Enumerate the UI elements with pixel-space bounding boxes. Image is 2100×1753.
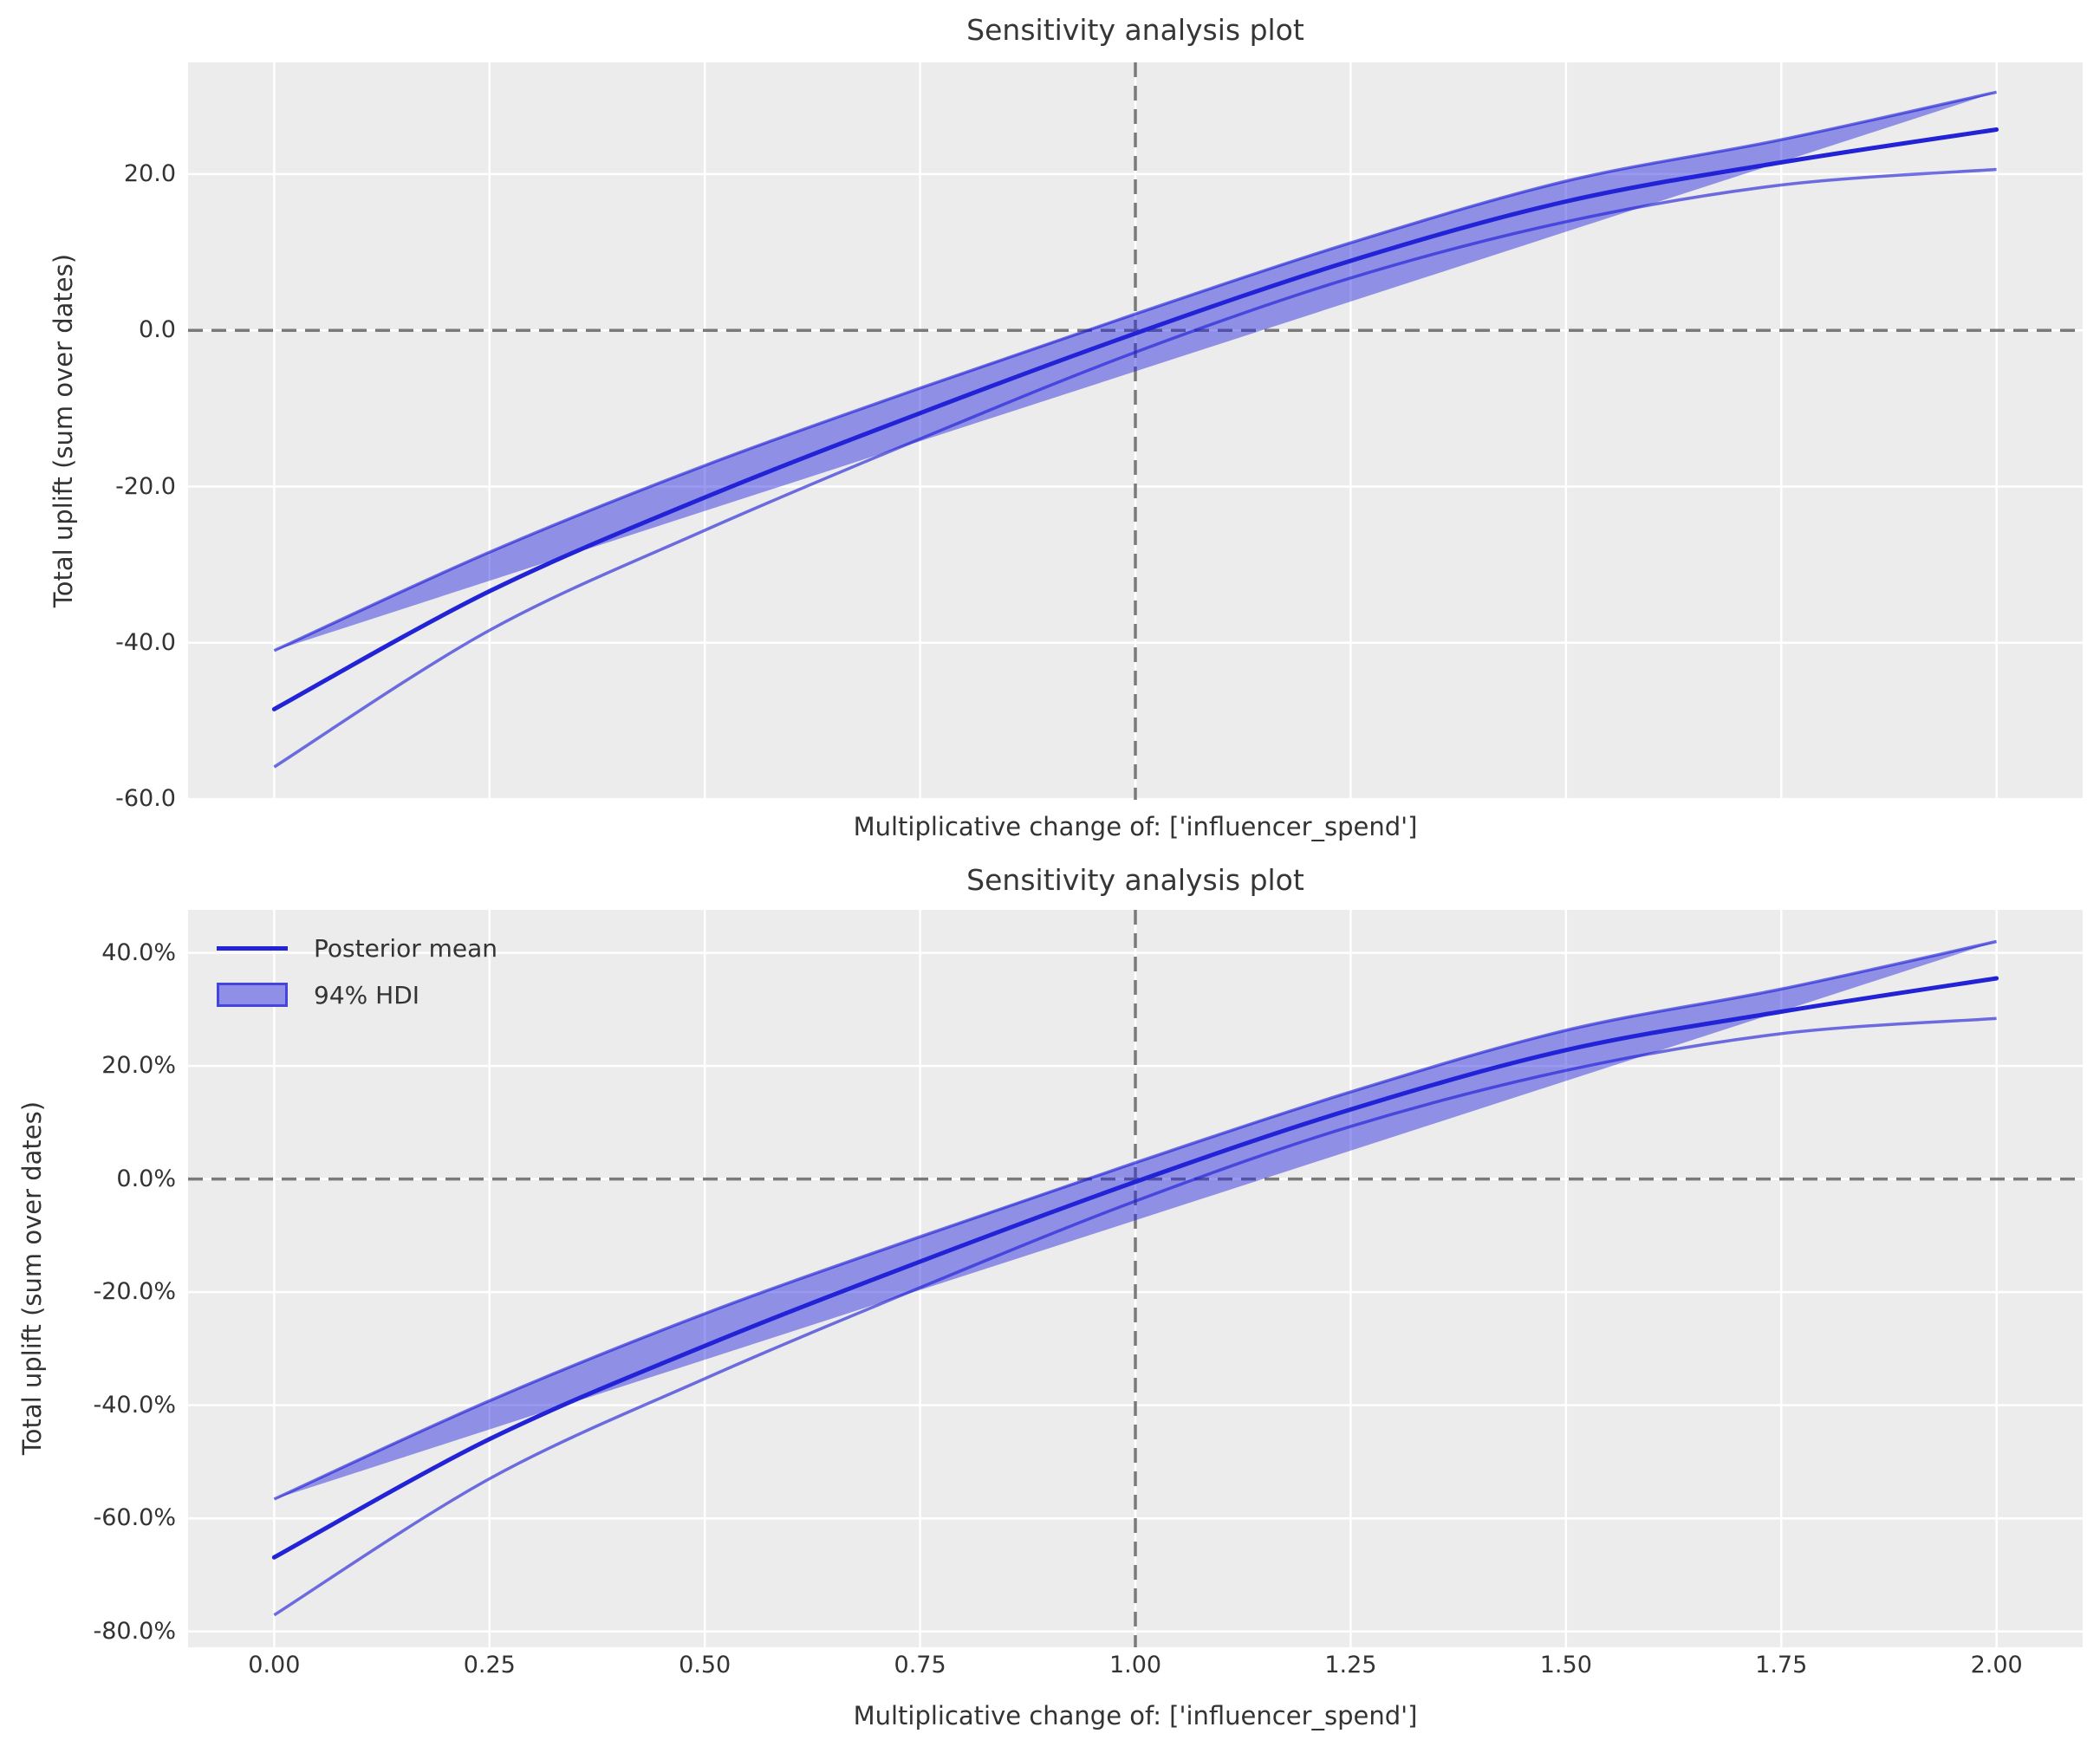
plot2-ytick-label: 20.0% <box>101 1052 176 1080</box>
plot1-ytick-label: 0.0 <box>139 316 176 344</box>
plot2-ytick-label: -60.0% <box>93 1504 176 1532</box>
plot2-xtick-label: 1.75 <box>1755 1652 1808 1678</box>
plot1-canvas <box>188 62 2083 800</box>
plot2-xtick-label: 0.75 <box>894 1652 946 1678</box>
plot2-title: Sensitivity analysis plot <box>966 863 1304 897</box>
legend-label-hdi: 94% HDI <box>314 980 420 1010</box>
plot2-xtick-label: 0.50 <box>679 1652 731 1678</box>
plot2-ytick-label: -80.0% <box>93 1617 176 1645</box>
plot2-xtick-label: 1.50 <box>1539 1652 1592 1678</box>
plot1-ytick-label: -40.0 <box>115 628 176 656</box>
plot2-xtick-label: 0.00 <box>248 1652 301 1678</box>
plot1-ytick-label: -20.0 <box>115 472 176 500</box>
plot1-ytick-label: 20.0 <box>123 159 176 187</box>
legend-label-posterior-mean: Posterior mean <box>314 933 498 963</box>
posterior-mean-line-swatch-icon <box>217 945 288 951</box>
plot2-xlabel: Multiplicative change of: ['influencer_s… <box>853 1701 1418 1730</box>
legend-row-hdi: 94% HDI <box>217 980 497 1010</box>
plot2-legend: Posterior mean 94% HDI <box>217 933 497 1010</box>
plot2-xtick-label: 0.25 <box>463 1652 516 1678</box>
hdi-band-swatch-icon <box>217 983 288 1007</box>
plot1-ytick-label: -60.0 <box>115 785 176 813</box>
plot1-title: Sensitivity analysis plot <box>966 13 1304 47</box>
plot2-xtick-label: 1.00 <box>1109 1652 1162 1678</box>
plot2-ytick-label: -20.0% <box>93 1278 176 1306</box>
plot1-ylabel: Total uplift (sum over dates) <box>49 253 78 608</box>
legend-row-posterior-mean: Posterior mean <box>217 933 497 963</box>
plot2-xtick-label: 1.25 <box>1324 1652 1377 1678</box>
plot2-ytick-label: 0.0% <box>116 1165 176 1192</box>
plot2-xtick-label: 2.00 <box>1970 1652 2023 1678</box>
plot1-xlabel: Multiplicative change of: ['influencer_s… <box>853 812 1418 841</box>
plot2-ytick-label: -40.0% <box>93 1391 176 1419</box>
plot2-ytick-label: 40.0% <box>101 938 176 966</box>
plot2-canvas <box>188 910 2083 1647</box>
